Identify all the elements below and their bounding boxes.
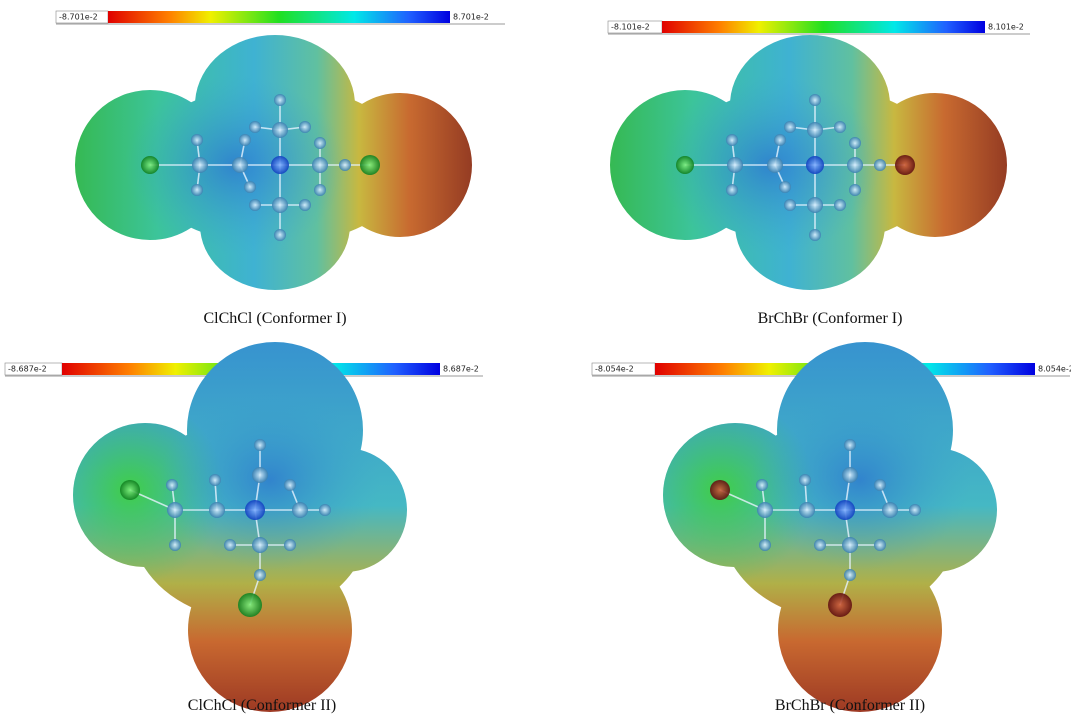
figure: -8.701e-28.701e-2ClChCl (Conformer I)-8.… <box>0 0 1071 715</box>
atom <box>272 122 288 138</box>
atom <box>284 479 296 491</box>
atom <box>842 467 858 483</box>
atom <box>299 121 311 133</box>
color-scale <box>108 11 450 23</box>
panel-caption: ClChCl (Conformer II) <box>188 697 336 714</box>
atom <box>710 480 730 500</box>
mep-panel: -8.701e-2 8.701e-2 ClChCl (Conformer I) <box>56 0 505 365</box>
mep-panel: -8.101e-2 8.101e-2 BrChBr (Conformer I) <box>600 0 1030 365</box>
atom <box>726 134 738 146</box>
atom <box>249 121 261 133</box>
atom <box>272 197 288 213</box>
atom <box>120 480 140 500</box>
scale-min-label: -8.701e-2 <box>59 13 98 22</box>
blue-core <box>750 390 970 570</box>
atom <box>799 502 815 518</box>
atom <box>360 155 380 175</box>
atom <box>191 184 203 196</box>
atom <box>909 504 921 516</box>
panel-caption: ClChCl (Conformer I) <box>203 310 346 327</box>
panel-caption: BrChBr (Conformer II) <box>775 697 925 714</box>
atom <box>806 156 824 174</box>
panel-caption: BrChBr (Conformer I) <box>758 310 903 327</box>
atom <box>249 199 261 211</box>
atom <box>774 134 786 146</box>
atom <box>834 199 846 211</box>
blue-core <box>160 390 380 570</box>
mep-panel: -8.687e-2 8.687e-2 ClChCl (Conformer II) <box>5 330 483 715</box>
atom <box>882 502 898 518</box>
atom <box>254 439 266 451</box>
atom <box>844 439 856 451</box>
atom <box>676 156 694 174</box>
atom <box>238 593 262 617</box>
atom <box>784 121 796 133</box>
scale-min-label: -8.054e-2 <box>595 365 634 374</box>
atom <box>314 137 326 149</box>
atom <box>299 199 311 211</box>
atom <box>224 539 236 551</box>
atom <box>274 229 286 241</box>
atom <box>319 504 331 516</box>
atom <box>167 502 183 518</box>
mep-surface <box>625 330 1050 715</box>
atom <box>727 157 743 173</box>
atom <box>192 157 208 173</box>
color-scale <box>662 21 985 33</box>
scale-max-label: 8.101e-2 <box>988 23 1024 32</box>
atom <box>835 500 855 520</box>
atom <box>239 134 251 146</box>
atom <box>209 474 221 486</box>
atom <box>849 137 861 149</box>
atom <box>191 134 203 146</box>
mep-surface <box>35 330 460 715</box>
atom <box>784 199 796 211</box>
atom <box>767 157 783 173</box>
atom <box>284 539 296 551</box>
atom <box>874 539 886 551</box>
atom <box>254 569 266 581</box>
atom <box>834 121 846 133</box>
atom <box>807 197 823 213</box>
atom <box>874 479 886 491</box>
scale-max-label: 8.701e-2 <box>453 13 489 22</box>
atom <box>757 502 773 518</box>
scale-min-label: -8.101e-2 <box>611 23 650 32</box>
atom <box>209 502 225 518</box>
atom <box>292 502 308 518</box>
mep-panel: -8.054e-2 8.054e-2 BrChBr (Conformer II) <box>592 330 1071 715</box>
atom <box>166 479 178 491</box>
atom <box>828 593 852 617</box>
atom <box>245 500 265 520</box>
atom <box>252 537 268 553</box>
atom <box>169 539 181 551</box>
atom <box>759 539 771 551</box>
atom <box>244 181 256 193</box>
atom <box>807 122 823 138</box>
atom <box>874 159 886 171</box>
atom <box>726 184 738 196</box>
scale-min-label: -8.687e-2 <box>8 365 47 374</box>
atom <box>842 537 858 553</box>
atom <box>809 229 821 241</box>
atom <box>312 157 328 173</box>
atom <box>809 94 821 106</box>
atom <box>849 184 861 196</box>
scale-max-label: 8.687e-2 <box>443 365 479 374</box>
atom <box>895 155 915 175</box>
atom <box>799 474 811 486</box>
atom <box>756 479 768 491</box>
atom <box>814 539 826 551</box>
atom <box>847 157 863 173</box>
atom <box>339 159 351 171</box>
atom <box>844 569 856 581</box>
atom <box>271 156 289 174</box>
atom <box>274 94 286 106</box>
atom <box>232 157 248 173</box>
atom <box>141 156 159 174</box>
atom <box>314 184 326 196</box>
atom <box>779 181 791 193</box>
atom <box>252 467 268 483</box>
scale-max-label: 8.054e-2 <box>1038 365 1071 374</box>
